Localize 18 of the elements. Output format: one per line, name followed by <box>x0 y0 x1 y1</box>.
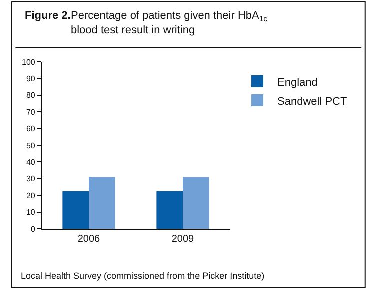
y-tick-label: 80 <box>26 91 36 100</box>
text: Local Health Survey (commissioned from the Picker Institute) <box>21 271 265 281</box>
y-tick-label: 0 <box>30 224 36 234</box>
y-tick-label: 30 <box>26 174 36 184</box>
y-tick-label: 10 <box>26 208 36 218</box>
text: Percentage of patients given their HbA$_{1c}$ blood test result in writing <box>71 10 268 36</box>
x-tick-label: 2006 <box>78 234 101 245</box>
y-tick-label: 70 <box>26 108 36 117</box>
y-tick-label: 20 <box>26 191 36 200</box>
chart-title: Figure 2. <box>25 10 71 22</box>
y-tick-label: 60 <box>26 124 36 134</box>
y-tick-label: 40 <box>26 158 36 167</box>
x-tick-label: 2009 <box>172 234 195 245</box>
y-tick-label: 100 <box>22 58 36 67</box>
y-tick-label: 90 <box>26 74 36 84</box>
legend-label: Sandwell PCT <box>278 96 348 108</box>
y-tick-label: 50 <box>26 141 36 150</box>
legend-label: England <box>278 76 318 89</box>
